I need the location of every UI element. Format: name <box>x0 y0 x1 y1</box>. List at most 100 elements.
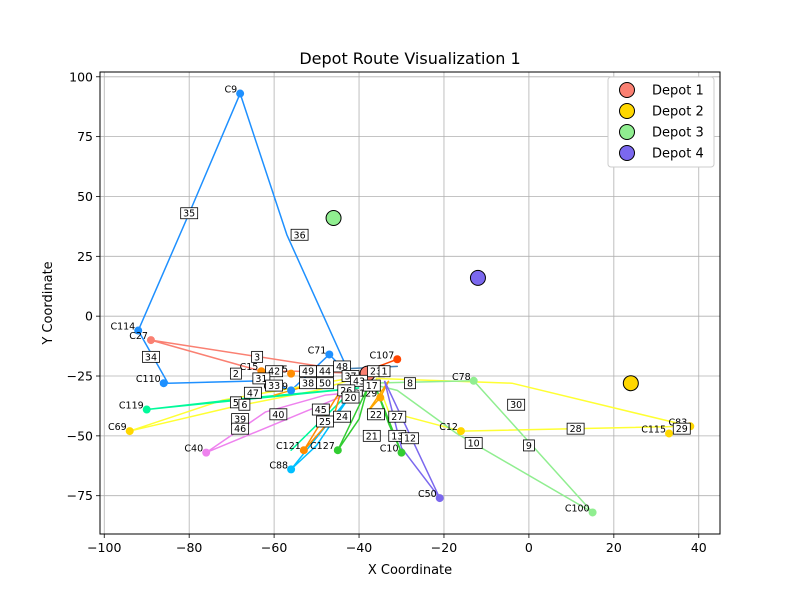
customer-point <box>287 369 296 378</box>
customer-label: C9 <box>224 85 237 96</box>
edge-label-box <box>523 439 535 452</box>
y-tick-label: −50 <box>67 428 93 443</box>
legend-label: Depot 2 <box>652 105 704 120</box>
edge-label: 24 <box>336 412 348 423</box>
customer-point <box>287 465 296 474</box>
edge-label-box <box>251 350 264 363</box>
edge-label-box <box>265 365 284 378</box>
depot-marker <box>469 269 486 286</box>
edge-label-box <box>341 391 360 404</box>
edge-label: 45 <box>315 405 327 416</box>
edge-label: 8 <box>407 379 413 390</box>
edge-label-box <box>566 422 585 435</box>
legend-marker <box>619 145 635 161</box>
edge-label: 13 <box>391 431 403 442</box>
customer-point <box>397 448 406 457</box>
customer-point <box>333 446 342 455</box>
edge-label-box <box>265 379 284 392</box>
customer-point <box>142 405 151 414</box>
customer-label: C114 <box>110 322 135 333</box>
edge-label: 28 <box>570 424 582 435</box>
y-tick-label: −75 <box>67 488 93 503</box>
edge-label: 43 <box>353 376 365 387</box>
x-axis-ticks: −100 −80 −60 −40 −20 0 20 40 <box>87 534 707 555</box>
x-tick-label: 0 <box>525 540 533 555</box>
customer-label: C127 <box>310 441 335 452</box>
customer-point <box>146 336 155 345</box>
customer-point <box>202 448 211 457</box>
edge-label-box <box>362 379 381 392</box>
customer-point <box>469 376 478 385</box>
edge-label-box <box>672 422 691 435</box>
legend-label: Depot 1 <box>652 84 704 99</box>
legend-marker <box>619 103 635 119</box>
y-axis-ticks: −75 −50 −25 0 25 50 75 100 <box>67 69 100 503</box>
customer-label: C69 <box>108 422 127 433</box>
edge-label-box <box>290 228 309 241</box>
y-tick-label: 0 <box>85 309 93 324</box>
edge-label: 1 <box>381 367 387 378</box>
depot-marker <box>622 375 639 392</box>
chart-title: Depot Route Visualization 1 <box>299 49 520 68</box>
x-tick-label: −60 <box>261 540 287 555</box>
edge-label: 36 <box>294 230 306 241</box>
edge-label: 42 <box>268 367 280 378</box>
customer-point <box>376 393 385 402</box>
route-line <box>145 387 360 411</box>
edge-label-box <box>362 429 381 442</box>
legend-box <box>607 76 715 168</box>
x-tick-label: −80 <box>176 540 202 555</box>
edge-label: 46 <box>234 424 246 435</box>
customer-label: C78 <box>452 372 471 383</box>
legend: Depot 1 Depot 2 Depot 3 Depot 4 <box>607 76 715 168</box>
edge-label-box <box>252 372 271 385</box>
y-axis-label: Y Coordinate <box>41 261 56 345</box>
x-tick-label: −40 <box>346 540 372 555</box>
edge-label: 27 <box>391 412 403 423</box>
edge-label: 3 <box>254 352 260 363</box>
edge-label: 35 <box>183 209 195 220</box>
customer-point <box>159 379 168 388</box>
customer-label: C129 <box>352 389 377 400</box>
edge-label: 29 <box>676 424 688 435</box>
edge-label: 25 <box>319 417 331 428</box>
edge-label-box <box>229 367 242 380</box>
edge-label-box <box>404 377 416 390</box>
x-tick-label: 20 <box>606 540 622 555</box>
x-tick-label: 40 <box>691 540 707 555</box>
y-tick-label: 75 <box>77 129 93 144</box>
edge-label-box <box>243 386 262 399</box>
edge-label-box <box>180 207 199 220</box>
edge-label: 20 <box>345 393 357 404</box>
customer-label: C88 <box>269 460 288 471</box>
y-tick-label: 25 <box>77 249 93 264</box>
customer-point <box>299 446 308 455</box>
customer-label: C110 <box>136 374 161 385</box>
edge-label-box <box>401 432 419 445</box>
y-tick-label: −25 <box>67 369 93 384</box>
customer-label: C100 <box>565 503 590 514</box>
customer-point <box>134 326 143 335</box>
customer-label: C121 <box>276 441 301 452</box>
customer-label: C50 <box>418 489 437 500</box>
customer-point <box>588 508 597 517</box>
legend-label: Depot 3 <box>652 126 704 141</box>
legend-marker <box>619 82 635 98</box>
edge-label: 39 <box>234 415 246 426</box>
y-tick-label: 100 <box>69 69 93 84</box>
plot-frame <box>99 71 721 535</box>
customer-point <box>125 427 134 436</box>
customer-label: C71 <box>308 345 327 356</box>
customer-point <box>325 350 334 359</box>
edge-label-box <box>311 403 330 416</box>
customer-label: C15 <box>240 362 259 373</box>
edge-label-box <box>333 410 351 423</box>
customer-point <box>665 429 674 438</box>
customer-point <box>287 386 296 395</box>
edge-label: 40 <box>272 410 284 421</box>
edge-label: 17 <box>366 381 378 392</box>
edge-label: 34 <box>145 352 157 363</box>
edge-label: 6 <box>241 400 247 411</box>
edge-label-box <box>507 398 526 411</box>
